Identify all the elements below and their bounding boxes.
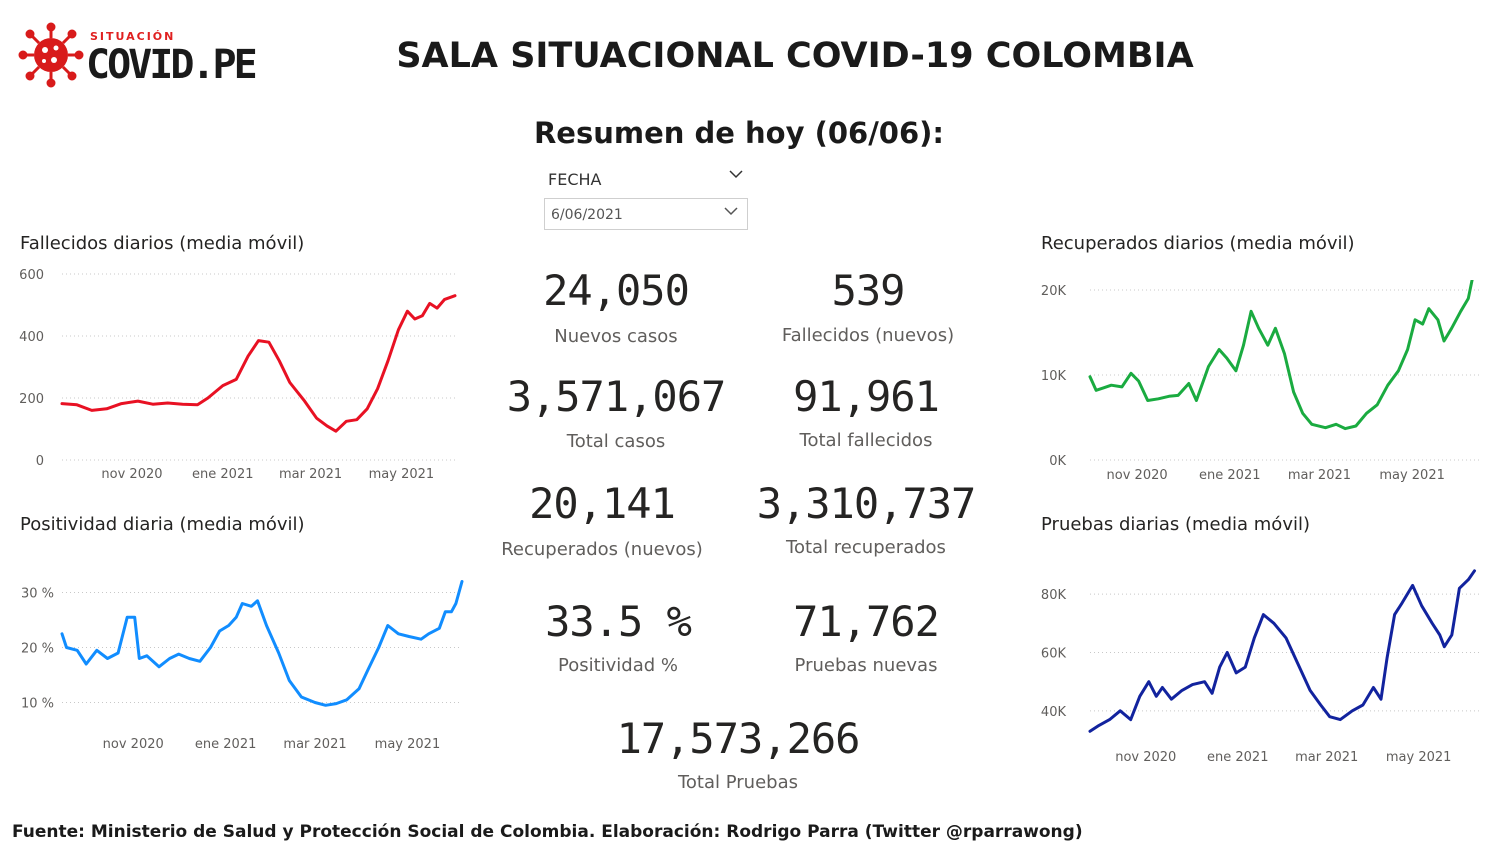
y-tick-label: 10 % [21,697,54,712]
x-tick-label: may 2021 [375,737,441,752]
series-line[interactable] [60,294,457,433]
y-tick-label: 20K [1041,284,1067,299]
kpi-total-casos-value: 3,571,067 [506,372,727,421]
kpi-total-recuperados-value: 3,310,737 [756,479,977,528]
date-slicer-label: FECHA [548,170,602,189]
y-tick-label: 40K [1041,705,1067,720]
y-tick-label: 30 % [21,587,54,602]
kpi-fallecidos-nuevos-label: Fallecidos (nuevos) [781,325,955,346]
kpi-pruebas-nuevas-value: 71,762 [793,597,940,646]
x-tick-label: ene 2021 [195,737,256,752]
y-tick-label: 400 [19,330,44,345]
kpi-nuevos-casos-value: 24,050 [543,266,690,315]
source-footer: Fuente: Ministerio de Salud y Protección… [12,822,1083,842]
y-tick-label: 60K [1041,647,1067,662]
x-tick-label: mar 2021 [1288,468,1351,483]
logo-text: COVID.PE [86,42,258,88]
x-tick-label: may 2021 [1386,750,1452,765]
kpi-total-fallecidos-value: 91,961 [793,372,940,421]
y-tick-label: 0K [1049,454,1066,469]
kpi-total-pruebas-value: 17,573,266 [616,714,861,763]
fallecidos-chart: 0 200 400 600 nov 2020 ene 2021 mar 2021 may 20… [19,268,457,482]
series-line[interactable] [60,580,464,707]
x-tick-label: ene 2021 [1207,750,1268,765]
x-tick-label: ene 2021 [192,467,253,482]
x-tick-label: mar 2021 [1295,750,1358,765]
chevron-down-icon [723,205,739,221]
series-line[interactable] [1088,280,1474,431]
kpi-recuperados-nuevos-value: 20,141 [529,479,676,528]
series-line[interactable] [1088,569,1476,733]
positividad-chart: 10 % 20 % 30 % nov 2020 ene 2021 mar 2021 may … [21,580,464,752]
y-tick-label: 0 [36,454,44,469]
kpi-total-pruebas-label: Total Pruebas [677,772,798,793]
kpi-total-casos-label: Total casos [566,431,666,452]
y-tick-label: 20 % [21,642,54,657]
x-tick-label: may 2021 [369,467,435,482]
x-tick-label: nov 2020 [1115,750,1176,765]
kpi-total-recuperados-label: Total recuperados [786,537,946,558]
x-tick-label: mar 2021 [283,737,346,752]
virus-icon [18,22,84,88]
positividad-chart-title: Positividad diaria (media móvil) [20,514,305,535]
page-title: SALA SITUACIONAL COVID-19 COLOMBIA [396,36,1194,76]
kpi-pruebas-nuevas-label: Pruebas nuevas [794,655,938,676]
x-tick-label: nov 2020 [1107,468,1168,483]
x-tick-label: mar 2021 [279,467,342,482]
kpi-positividad-value: 33.5 % [545,597,692,646]
logo: SITUACIÓN COVID.PE [18,18,258,98]
date-dropdown-value: 6/06/2021 [551,207,623,223]
date-dropdown[interactable]: 6/06/2021 [544,198,748,230]
x-tick-label: nov 2020 [101,467,162,482]
kpi-nuevos-casos-label: Nuevos casos [554,326,678,347]
pruebas-chart-title: Pruebas diarias (media móvil) [1041,514,1310,535]
recuperados-chart-title: Recuperados diarios (media móvil) [1041,233,1355,254]
x-tick-label: may 2021 [1379,468,1445,483]
recuperados-chart: 0K 10K 20K nov 2020 ene 2021 mar 2021 may 2021 [1041,280,1482,483]
y-tick-label: 200 [19,392,44,407]
pruebas-chart: 40K 60K 80K nov 2020 ene 2021 mar 2021 may 202… [1041,569,1482,765]
logo-small-text: SITUACIÓN [90,30,176,43]
summary-title: Resumen de hoy (06/06): [533,116,945,150]
kpi-recuperados-nuevos-label: Recuperados (nuevos) [501,539,703,560]
kpi-fallecidos-nuevos-value: 539 [831,266,906,315]
y-tick-label: 80K [1041,588,1067,603]
fallecidos-chart-title: Fallecidos diarios (media móvil) [20,233,305,254]
x-tick-label: nov 2020 [103,737,164,752]
y-tick-label: 10K [1041,369,1067,384]
y-tick-label: 600 [19,268,44,283]
kpi-total-fallecidos-label: Total fallecidos [799,430,933,451]
kpi-positividad-label: Positividad % [557,655,679,676]
slicer-collapse-chevron-icon[interactable] [728,168,744,184]
x-tick-label: ene 2021 [1199,468,1260,483]
